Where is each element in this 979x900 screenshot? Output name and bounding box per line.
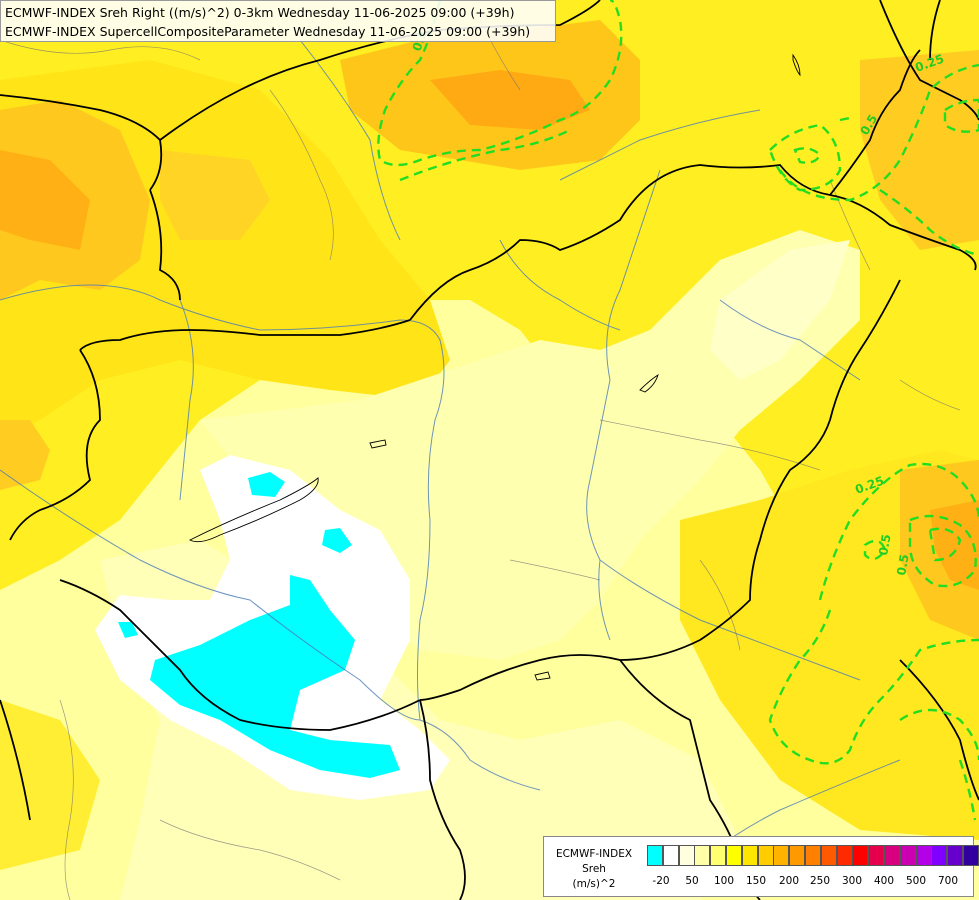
legend-swatch [678,845,695,866]
legend-tick-label: 100 [713,875,735,887]
legend-swatch [836,845,853,866]
legend-swatch [852,845,869,866]
legend-swatch [741,845,758,866]
contour-label: 0.5 [894,553,911,576]
legend-tick-label: 250 [809,875,831,887]
shading-cyan-mid [322,528,352,553]
rivers [0,39,901,861]
legend-swatch [757,845,774,866]
legend-swatch [789,845,806,866]
legend-tick-label: 50 [685,875,699,887]
legend-swatch [868,845,885,866]
map-title-box: ECMWF-INDEX Sreh Right ((m/s)^2) 0-3km W… [0,0,556,42]
legend-swatch [726,845,742,866]
lake-small-2 [792,53,801,77]
legend-swatch [710,845,727,866]
lake-small-1 [369,439,387,449]
title-line-2: ECMWF-INDEX SupercellCompositeParameter … [5,24,531,39]
shading-orange-west-core [0,150,90,250]
shading-yellow-south [0,700,100,870]
shading-orange-north-core [430,70,590,130]
legend-tick-label: 200 [778,875,800,887]
lake-small-4 [639,373,659,393]
shading-orange-ne [860,50,979,250]
legend-swatch [963,845,979,866]
legend-swatch [899,845,916,866]
legend-swatch [647,845,663,866]
legend-swatch [805,845,821,866]
shading-pale-band [710,240,850,380]
lakes [188,53,801,681]
legend-tick-label: 700 [937,875,959,887]
legend-tick-label: 300 [841,875,863,887]
color-legend: ECMWF-INDEX Sreh (m/s)^2 -20 50 100 150 200 2… [543,836,979,897]
legend-swatch [931,845,948,866]
shading-cyan-n [248,472,285,497]
lake-balaton [188,477,319,543]
legend-title-line-3: (m/s)^2 [572,878,616,890]
legend-title: ECMWF-INDEX Sreh (m/s)^2 [548,847,640,892]
legend-tick-label: -20 [652,875,670,887]
legend-tick-label: 500 [905,875,927,887]
legend-title-line-2: Sreh [582,863,606,875]
contour-label: 0.5 [876,533,893,556]
shading-cyan-main [150,575,400,778]
lake-small-3 [534,671,551,681]
legend-swatch [773,845,790,866]
shading-orange-sw [0,420,50,490]
legend-swatch [947,845,964,866]
shading-orange-nw [160,150,270,240]
legend-swatch [694,845,711,866]
shading-orange-e-core [930,500,979,590]
shading-cyan-w [118,622,138,638]
legend-swatch [820,845,837,866]
legend-swatch [884,845,900,866]
legend-swatch [662,845,679,866]
legend-swatch [915,845,932,866]
admin-lines [0,19,961,900]
scp-contours [377,0,979,821]
title-line-1: ECMWF-INDEX Sreh Right ((m/s)^2) 0-3km W… [5,5,515,20]
legend-tick-label: 400 [873,875,895,887]
legend-title-line-1: ECMWF-INDEX [555,848,633,860]
legend-tick-label: 150 [745,875,767,887]
